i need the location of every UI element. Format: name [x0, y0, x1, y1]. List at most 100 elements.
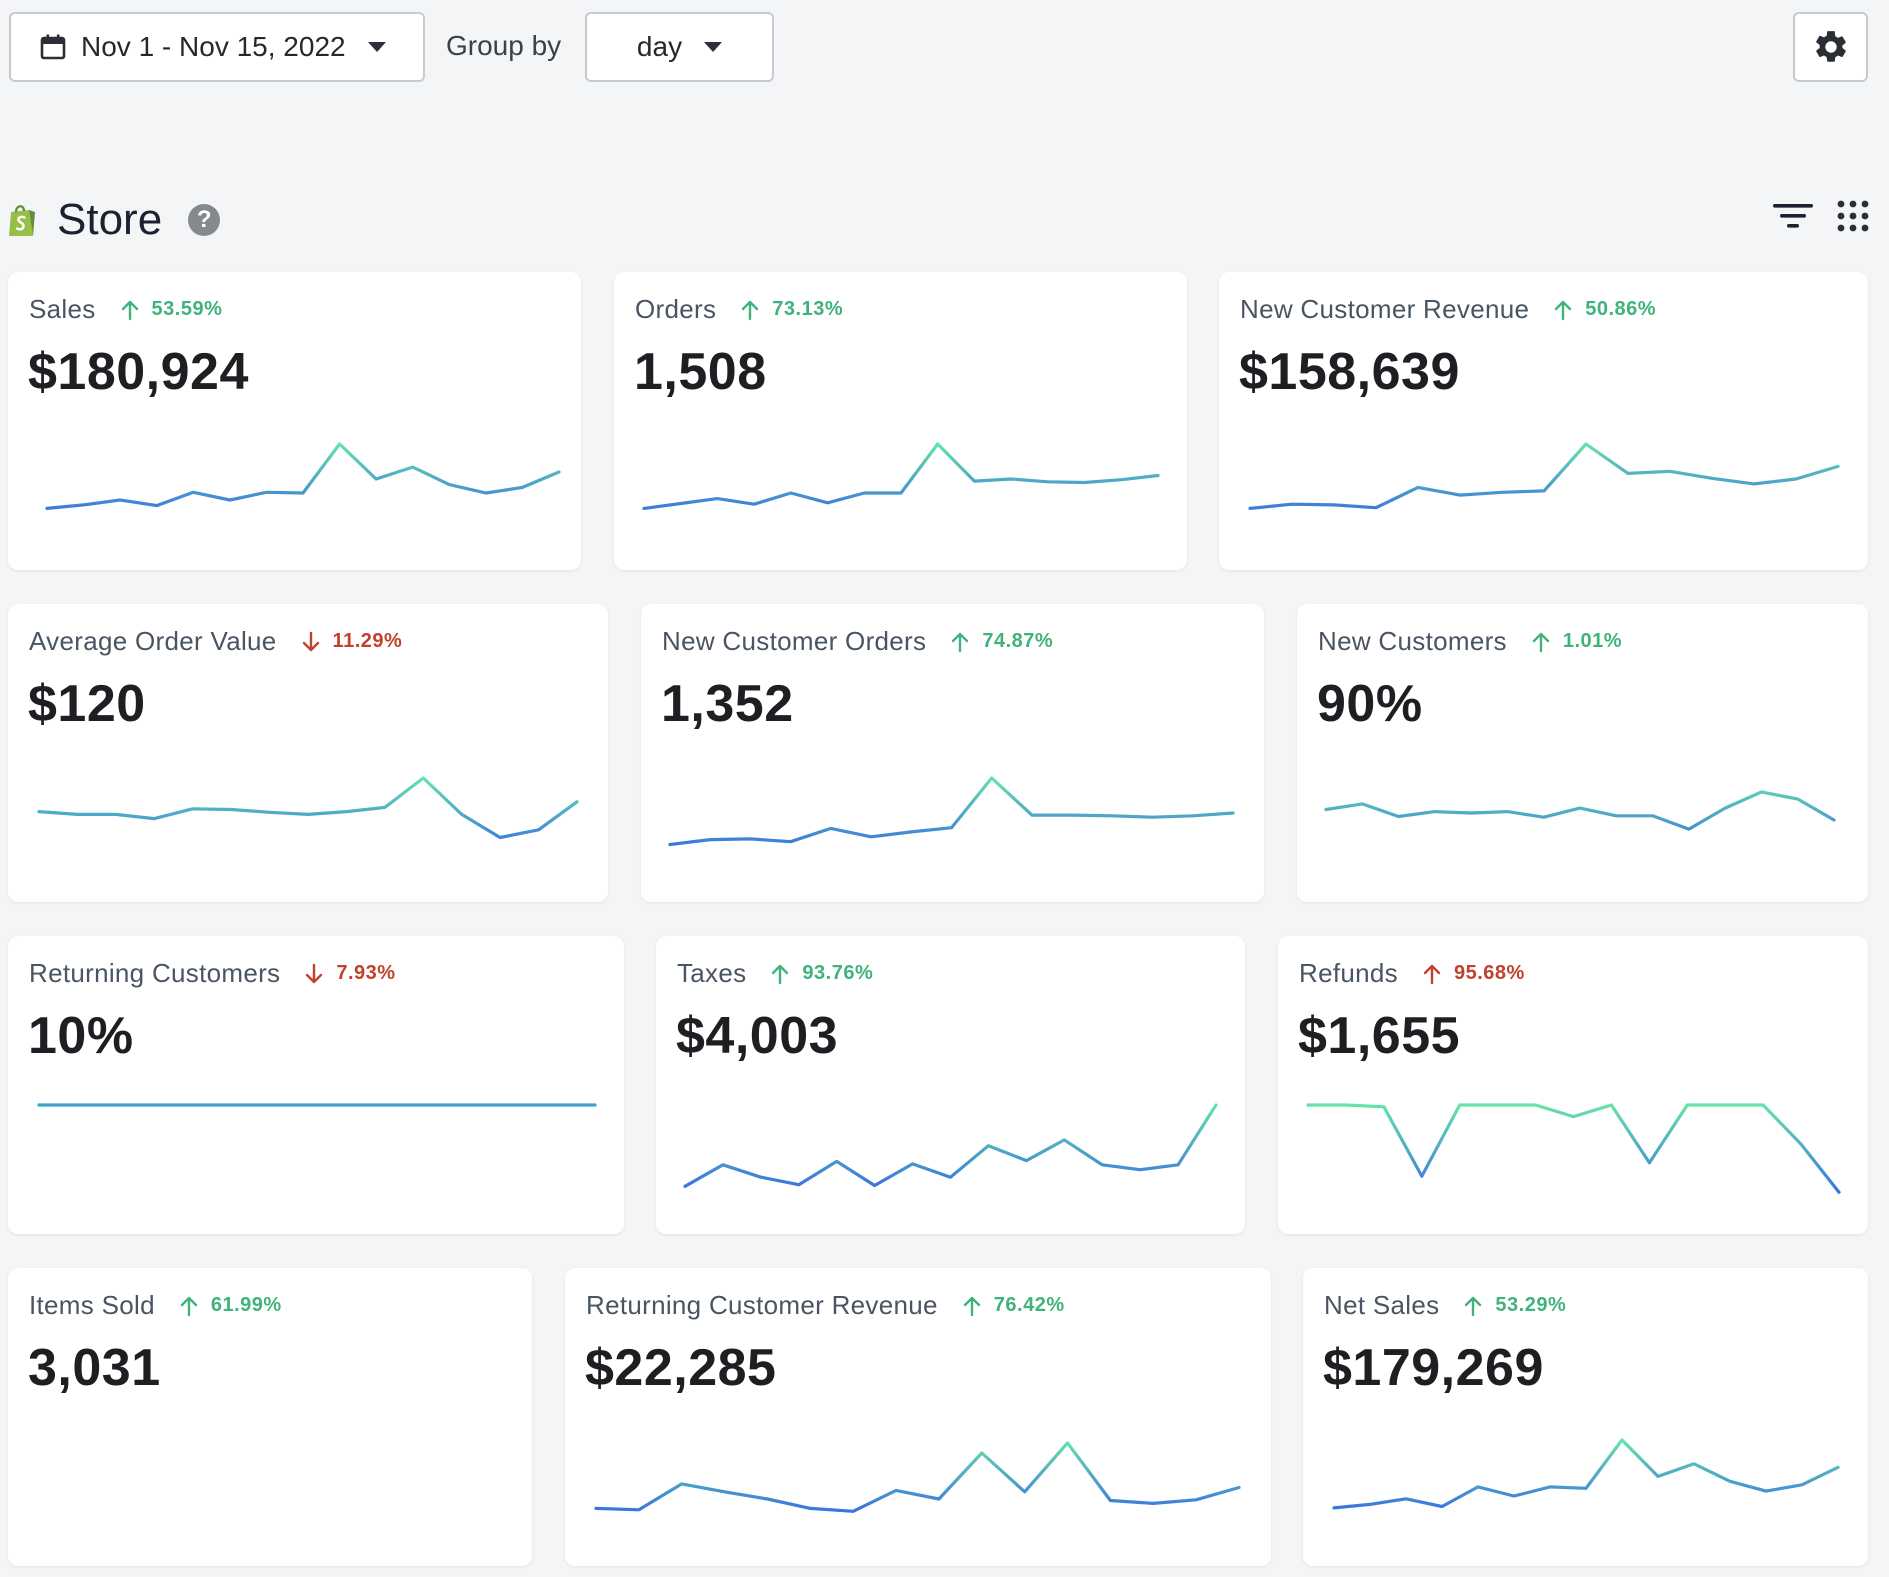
sparkline-chart [37, 776, 579, 840]
metric-change-percent: 53.59% [151, 298, 223, 320]
date-range-text: Nov 1 - Nov 15, 2022 [81, 31, 346, 62]
sparkline-series [668, 776, 1235, 847]
sparkline-series [37, 776, 579, 840]
metric-change-percent: 61.99% [210, 1294, 282, 1316]
metric-card-new-customer-orders[interactable]: New Customer Orders 74.87% 1,352 [641, 604, 1264, 902]
metric-change-percent: 11.29% [332, 630, 403, 652]
sparkline-chart [1324, 790, 1836, 831]
chevron-down-icon [367, 42, 386, 52]
metric-value: $158,639 [1239, 343, 1460, 401]
metric-card-returning-customer-revenue[interactable]: Returning Customer Revenue 76.42% $22,285 [565, 1268, 1271, 1566]
metric-change-percent: 74.87% [982, 630, 1054, 652]
metric-header: Sales 53.59% [29, 294, 222, 325]
metric-header: Taxes 93.76% [677, 958, 873, 989]
metric-card-new-customers[interactable]: New Customers 1.01% 90% [1297, 604, 1868, 902]
sparkline-chart [668, 776, 1235, 847]
metric-label: Sales [29, 294, 96, 324]
metric-change-percent: 76.42% [993, 1294, 1065, 1316]
metric-header: Items Sold 61.99% [29, 1290, 282, 1321]
metric-card-orders[interactable]: Orders 73.13% 1,508 [614, 272, 1187, 570]
help-icon[interactable]: ? [188, 204, 221, 236]
metric-change-percent: 93.76% [802, 962, 874, 984]
metric-label: Taxes [677, 958, 747, 988]
metric-header: New Customers 1.01% [1318, 626, 1622, 657]
arrow-down-icon [302, 631, 319, 651]
group-by-value: day [636, 31, 683, 62]
metric-header: Returning Customers 7.93% [29, 958, 396, 989]
group-by-select[interactable]: day [585, 12, 774, 82]
metric-header: Orders 73.13% [635, 294, 843, 325]
metric-label: New Customer Revenue [1240, 294, 1530, 324]
metric-value: $179,269 [1323, 1339, 1544, 1397]
sparkline-series [594, 1441, 1241, 1513]
section-title: Store [57, 195, 163, 244]
sparkline-chart [642, 442, 1160, 510]
metric-label: Returning Customers [29, 958, 281, 988]
arrow-up-icon [121, 300, 138, 320]
arrow-up-icon [1532, 632, 1550, 652]
metric-card-taxes[interactable]: Taxes 93.76% $4,003 [656, 936, 1245, 1234]
sparkline-chart [1332, 1438, 1840, 1510]
arrow-up-icon [952, 632, 969, 652]
sparkline-chart [683, 1103, 1218, 1188]
metric-label: Returning Customer Revenue [586, 1290, 938, 1320]
sparkline-chart [1306, 1103, 1841, 1194]
sparkline-chart [45, 442, 561, 510]
metric-value: $22,285 [585, 1339, 777, 1397]
date-range-picker[interactable]: Nov 1 - Nov 15, 2022 [9, 12, 425, 82]
metric-header: Net Sales 53.29% [1324, 1290, 1566, 1321]
metric-header: Refunds 95.68% [1299, 958, 1525, 989]
metric-value: $1,655 [1298, 1007, 1461, 1065]
metric-value: $120 [28, 675, 146, 733]
arrow-up-icon [963, 1296, 980, 1316]
sparkline-chart [37, 1103, 597, 1107]
metric-label: Refunds [1299, 958, 1398, 988]
arrow-up-icon [1465, 1296, 1482, 1316]
metric-label: New Customers [1318, 626, 1507, 656]
metric-label: Orders [635, 294, 717, 324]
metric-change-percent: 7.93% [336, 962, 396, 984]
metric-card-items-sold[interactable]: Items Sold 61.99% 3,031 [8, 1268, 532, 1566]
metric-label: Items Sold [29, 1290, 155, 1320]
metric-card-average-order-value[interactable]: Average Order Value 11.29% $120 [8, 604, 608, 902]
group-by-label: Group by [446, 30, 562, 61]
metric-value: 10% [28, 1007, 134, 1065]
sparkline-series [1332, 1438, 1840, 1510]
metric-header: Returning Customer Revenue 76.42% [586, 1290, 1065, 1321]
sparkline-series [1324, 790, 1836, 831]
filter-icon[interactable] [1773, 202, 1813, 230]
store-section-header: Store ? [7, 192, 1869, 248]
shopify-bag-icon [9, 205, 35, 236]
sparkline-series [1248, 442, 1840, 510]
arrow-up-icon [742, 300, 759, 320]
metric-change-percent: 1.01% [1562, 630, 1623, 652]
metric-value: 1,352 [661, 675, 794, 733]
settings-button[interactable] [1793, 12, 1868, 82]
metric-card-returning-customers[interactable]: Returning Customers 7.93% 10% [8, 936, 624, 1234]
sparkline-series [45, 442, 561, 510]
metric-change-percent: 53.29% [1495, 1294, 1567, 1316]
sparkline-series [642, 442, 1160, 510]
arrow-up-icon [180, 1296, 198, 1316]
metric-change-percent: 95.68% [1453, 962, 1525, 984]
grid-menu-icon[interactable] [1837, 200, 1869, 232]
metric-header: New Customer Orders 74.87% [662, 626, 1053, 657]
metric-card-sales[interactable]: Sales 53.59% $180,924 [8, 272, 581, 570]
metric-card-new-customer-revenue[interactable]: New Customer Revenue 50.86% $158,639 [1219, 272, 1868, 570]
sparkline-series [1306, 1103, 1841, 1194]
metric-value: 3,031 [28, 1339, 161, 1397]
metric-value: 1,508 [634, 343, 767, 401]
metric-card-net-sales[interactable]: Net Sales 53.29% $179,269 [1303, 1268, 1868, 1566]
metric-value: $4,003 [676, 1007, 839, 1065]
metric-change-percent: 73.13% [772, 298, 844, 320]
sparkline-chart [594, 1441, 1241, 1513]
metric-label: Net Sales [1324, 1290, 1440, 1320]
sparkline-chart [1248, 442, 1840, 510]
metric-header: New Customer Revenue 50.86% [1240, 294, 1656, 325]
gear-icon [1815, 31, 1846, 62]
metric-value: 90% [1317, 675, 1423, 733]
metric-card-refunds[interactable]: Refunds 95.68% $1,655 [1278, 936, 1868, 1234]
metric-label: Average Order Value [29, 626, 277, 656]
chevron-down-icon [704, 42, 723, 52]
metric-label: New Customer Orders [662, 626, 927, 656]
